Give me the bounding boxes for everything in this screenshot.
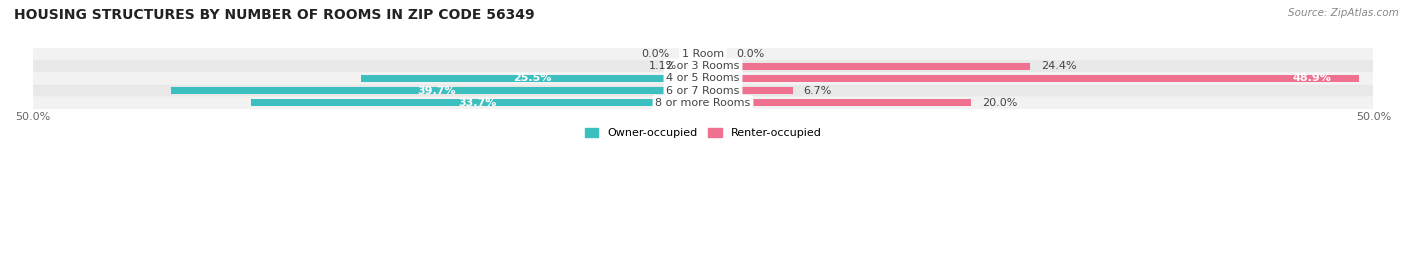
Legend: Owner-occupied, Renter-occupied: Owner-occupied, Renter-occupied <box>581 123 825 143</box>
Bar <box>699 51 703 58</box>
Bar <box>252 99 703 107</box>
Bar <box>689 63 703 70</box>
Text: 0.0%: 0.0% <box>641 49 669 59</box>
Bar <box>361 75 703 82</box>
Bar <box>703 63 1031 70</box>
Bar <box>703 51 707 58</box>
Text: 2 or 3 Rooms: 2 or 3 Rooms <box>666 61 740 71</box>
Text: 24.4%: 24.4% <box>1040 61 1077 71</box>
FancyBboxPatch shape <box>32 48 1374 60</box>
Text: 1 Room: 1 Room <box>682 49 724 59</box>
Text: 0.0%: 0.0% <box>737 49 765 59</box>
Text: 33.7%: 33.7% <box>458 98 496 108</box>
Text: 8 or more Rooms: 8 or more Rooms <box>655 98 751 108</box>
Text: 20.0%: 20.0% <box>981 98 1018 108</box>
Bar <box>170 87 703 94</box>
Text: 4 or 5 Rooms: 4 or 5 Rooms <box>666 73 740 83</box>
Text: 6.7%: 6.7% <box>804 86 832 96</box>
Text: 25.5%: 25.5% <box>513 73 551 83</box>
Bar <box>703 99 972 107</box>
Text: 6 or 7 Rooms: 6 or 7 Rooms <box>666 86 740 96</box>
Text: 39.7%: 39.7% <box>418 86 456 96</box>
FancyBboxPatch shape <box>32 72 1374 84</box>
Text: 1.1%: 1.1% <box>650 61 678 71</box>
Text: Source: ZipAtlas.com: Source: ZipAtlas.com <box>1288 8 1399 18</box>
Bar <box>703 87 793 94</box>
FancyBboxPatch shape <box>32 60 1374 72</box>
FancyBboxPatch shape <box>32 97 1374 109</box>
Text: HOUSING STRUCTURES BY NUMBER OF ROOMS IN ZIP CODE 56349: HOUSING STRUCTURES BY NUMBER OF ROOMS IN… <box>14 8 534 22</box>
Bar <box>703 75 1358 82</box>
Text: 48.9%: 48.9% <box>1294 73 1331 83</box>
FancyBboxPatch shape <box>32 84 1374 97</box>
